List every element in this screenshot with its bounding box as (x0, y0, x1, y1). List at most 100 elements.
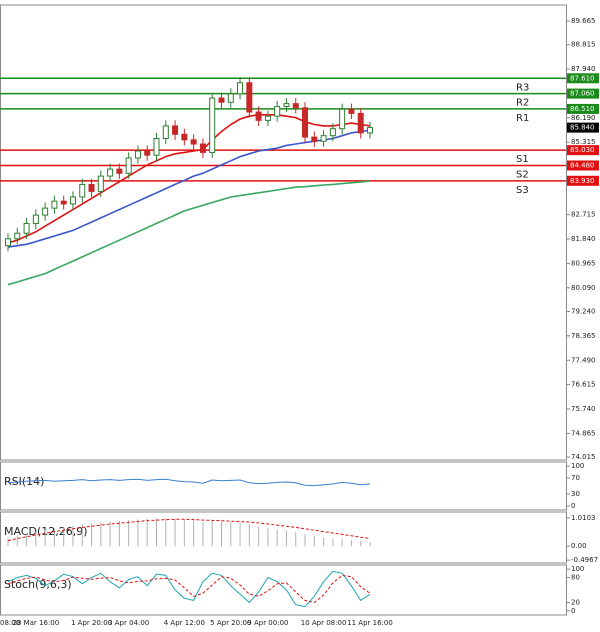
candle-body (311, 136, 318, 142)
panel-title: MACD(12,26,9) (4, 525, 88, 538)
x-tick-label: 9 Apr 00:00 (247, 619, 288, 627)
line (7, 574, 371, 604)
panel-frame (0, 461, 567, 511)
y-tick-label: 76.615 (571, 381, 596, 389)
y-tick-label: 80.965 (571, 259, 596, 267)
candle-body (348, 108, 355, 114)
y-tick-label: 87.940 (571, 65, 596, 73)
candle-body (125, 157, 132, 174)
candle-body (5, 238, 11, 247)
candle-body (116, 168, 123, 174)
level-name: S1 (516, 154, 529, 165)
candle-body (107, 168, 114, 177)
level-label: 87.610 (570, 74, 595, 82)
candle-body (357, 112, 364, 134)
x-tick-label: 11 Apr 16:00 (347, 619, 393, 627)
level-label: 86.510 (570, 105, 595, 113)
y-tick-label: 82.715 (571, 211, 596, 219)
panel-frame (0, 511, 567, 564)
line (7, 180, 371, 286)
y-tick-label: 20 (571, 599, 580, 607)
panel-title: Stoch(9,6,3) (4, 578, 72, 591)
y-tick-label: 80 (571, 574, 580, 582)
level-name: S3 (516, 185, 529, 196)
candle-body (329, 128, 336, 137)
candle-body (51, 200, 58, 209)
level-box (567, 145, 599, 156)
candle-body (23, 222, 30, 234)
panel-frame (0, 4, 567, 461)
candle-body (255, 111, 262, 121)
y-tick-label: 81.840 (571, 235, 596, 243)
level-name: S2 (516, 169, 529, 180)
candle-body (172, 125, 179, 135)
candle-body (14, 232, 21, 240)
candle-body (209, 97, 216, 153)
level-label: 85.030 (570, 146, 595, 154)
y-tick-label: 74.865 (571, 429, 596, 437)
candle-body (144, 150, 151, 156)
y-tick-label: 100 (571, 565, 584, 573)
level-box (567, 73, 599, 84)
y-tick-label: 70 (571, 474, 580, 482)
candle-body (199, 143, 206, 153)
y-tick-label: 100 (571, 462, 584, 470)
y-tick-label: 89.665 (571, 17, 596, 25)
candle-body (367, 127, 373, 134)
y-tick-label: 74.015 (571, 453, 596, 461)
x-tick-label: 28 Mar 16:00 (12, 619, 59, 627)
candle-body (181, 133, 188, 141)
level-label: 84.480 (570, 161, 595, 169)
candle-body (339, 108, 346, 130)
y-tick-label: 86.190 (571, 114, 596, 122)
level-name: R3 (516, 82, 529, 93)
signal-line (7, 518, 371, 542)
candle-body (190, 139, 197, 145)
y-tick-label: 85.315 (571, 138, 596, 146)
panel-frame (0, 564, 567, 616)
candle-body (134, 150, 141, 159)
candle-body (237, 82, 244, 95)
level-box (567, 175, 599, 186)
level-name: R2 (516, 98, 529, 109)
y-tick-label: 1.0103 (571, 514, 596, 522)
level-label: 83.930 (570, 177, 595, 185)
candle-body (60, 200, 67, 205)
candle-body (227, 93, 234, 103)
candle-body (69, 196, 76, 205)
x-tick-label: 10 Apr 08:00 (301, 619, 347, 627)
candle-body (79, 183, 86, 198)
line (7, 114, 371, 244)
level-label: 87.060 (570, 90, 595, 98)
y-tick-label: 77.490 (571, 356, 596, 364)
candle-body (153, 137, 160, 156)
line (7, 478, 371, 487)
y-tick-label: 0 (571, 502, 575, 510)
last-price-box (567, 122, 599, 133)
candle-body (32, 214, 39, 224)
x-tick-label: 08:00 (0, 619, 20, 627)
y-tick-label: 88.815 (571, 41, 596, 49)
x-tick-label: 3 Apr 04:00 (108, 619, 149, 627)
y-tick-label: 80.090 (571, 284, 596, 292)
candle-body (162, 125, 169, 139)
y-tick-label: 79.240 (571, 307, 596, 315)
candle-body (283, 103, 290, 107)
candle-body (218, 97, 225, 103)
candle-body (320, 135, 327, 142)
y-tick-label: 30 (571, 490, 580, 498)
last-price-label: 85.840 (570, 124, 595, 132)
y-tick-label: -0.4967 (571, 556, 598, 564)
candle-body (88, 183, 95, 192)
candle-body (42, 207, 49, 216)
candle-body (246, 82, 253, 113)
candle-body (264, 115, 271, 121)
candle-body (292, 103, 299, 109)
y-tick-label: 78.365 (571, 332, 596, 340)
level-box (567, 103, 599, 114)
line (7, 129, 371, 248)
x-tick-label: 5 Apr 20:00 (210, 619, 251, 627)
x-tick-label: 1 Apr 20:00 (71, 619, 112, 627)
